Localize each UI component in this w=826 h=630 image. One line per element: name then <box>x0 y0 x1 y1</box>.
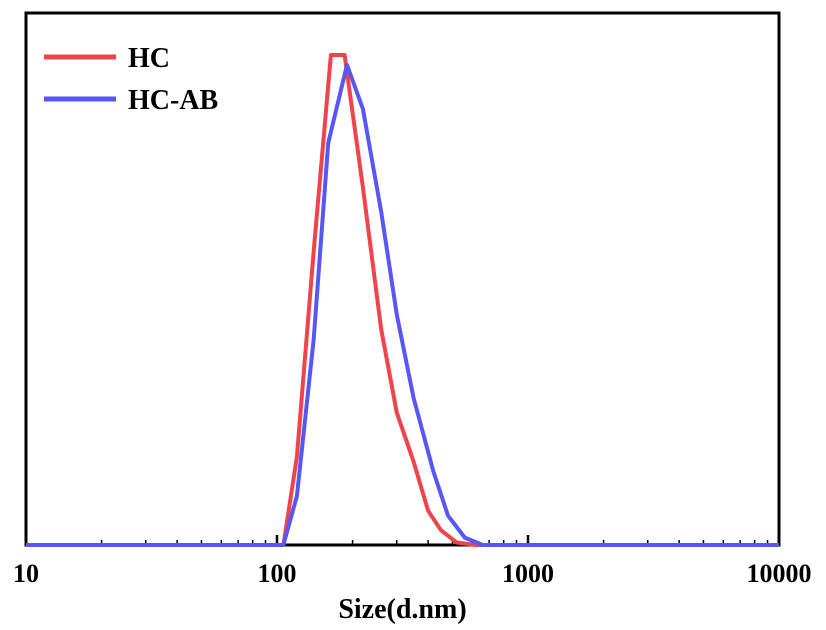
x-axis-title: Size(d.nm) <box>338 594 466 625</box>
series-lines <box>26 53 779 547</box>
x-tick-labels: 10 100 1000 10000 <box>13 559 812 588</box>
plot-frame <box>24 11 781 547</box>
legend: HC HC-AB <box>44 43 218 116</box>
legend-label: HC-AB <box>128 85 218 116</box>
legend-label: HC <box>128 43 170 74</box>
x-tick-label: 10 <box>13 559 39 588</box>
series-line <box>26 62 779 547</box>
series-line <box>26 53 779 547</box>
x-tick-label: 100 <box>258 559 297 588</box>
x-tick-label: 1000 <box>502 559 554 588</box>
x-tick-label: 10000 <box>747 559 812 588</box>
